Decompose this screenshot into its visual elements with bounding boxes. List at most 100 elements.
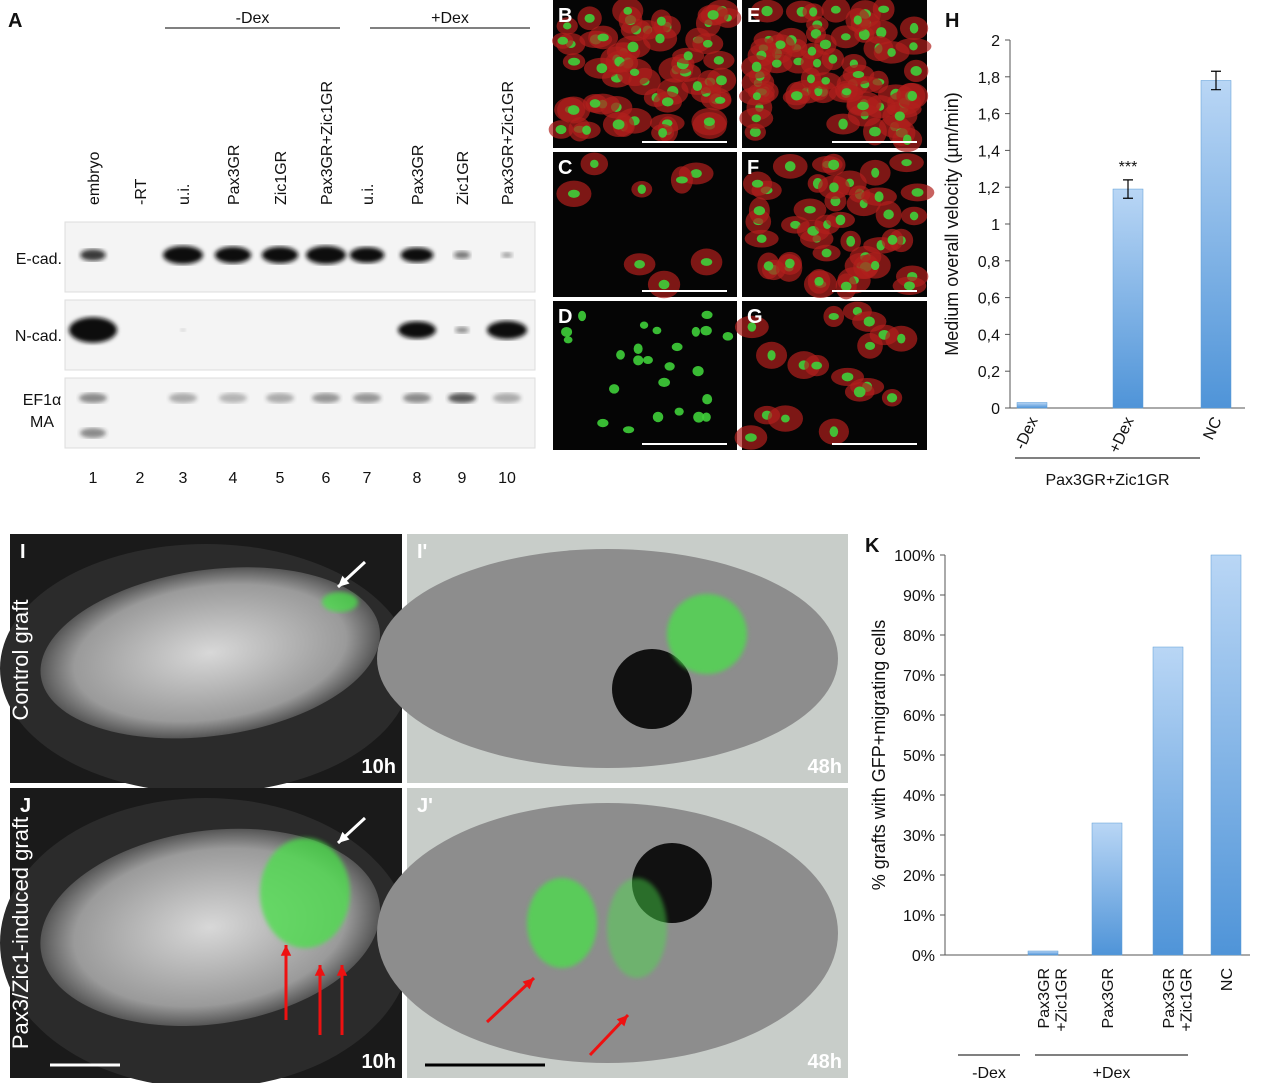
nucleus [852, 70, 865, 79]
time-label: 48h [808, 756, 842, 778]
lane-number: 7 [363, 470, 372, 487]
error-bar [1211, 70, 1221, 91]
nucleus [840, 33, 851, 41]
nucleus [693, 411, 705, 423]
nucleus [751, 114, 761, 123]
nucleus [821, 248, 832, 258]
nucleus [590, 159, 599, 168]
nucleus [767, 350, 776, 361]
nucleus [828, 54, 838, 64]
band [306, 246, 346, 264]
arrow-head [314, 965, 326, 976]
gfp-signal [607, 878, 667, 978]
arrow-head [338, 575, 350, 587]
panel-letter: C [558, 157, 572, 179]
nucleus [608, 384, 620, 394]
nucleus [790, 220, 801, 229]
row-label: MA [30, 414, 54, 431]
y-tick-label: 2 [991, 33, 1000, 50]
nucleus [703, 117, 715, 127]
gfp-signal [667, 594, 747, 674]
band [349, 247, 385, 263]
bar [1152, 646, 1184, 956]
panel-letter: D [558, 306, 572, 328]
nucleus [637, 184, 646, 195]
x-tick-label: Pax3GR+Zic1GR [1036, 968, 1071, 1032]
band [400, 247, 434, 263]
nucleus [582, 125, 592, 135]
lane-number: 8 [413, 470, 422, 487]
nucleus [858, 29, 870, 40]
gfp-signal [527, 878, 597, 968]
nucleus [561, 326, 573, 337]
nucleus [835, 214, 846, 226]
y-tick-label: 100% [894, 548, 935, 565]
micrograph: C [553, 152, 737, 299]
y-tick-label: 0 [991, 401, 1000, 418]
micrograph: F [742, 152, 935, 300]
y-tick-label: 0% [912, 948, 935, 965]
nucleus [821, 76, 831, 85]
nucleus [828, 159, 840, 171]
band [69, 317, 117, 343]
nucleus [749, 127, 761, 137]
y-tick-label: 1,2 [978, 180, 1000, 197]
error-bar [1123, 179, 1133, 199]
lane-number: 3 [179, 470, 188, 487]
row-label: Control graft [8, 599, 33, 720]
nucleus [809, 7, 818, 17]
nucleus [658, 127, 668, 138]
arrow-head [616, 1015, 628, 1027]
lane-label: u.i. [176, 184, 193, 205]
nucleus [771, 59, 782, 68]
nucleus [692, 365, 704, 377]
lane-label: embryo [86, 152, 103, 205]
band [312, 393, 340, 403]
nucleus [634, 259, 646, 269]
y-tick-label: 0,2 [978, 364, 1000, 381]
lane-number: 9 [458, 470, 467, 487]
band [266, 393, 294, 403]
nucleus [701, 310, 713, 320]
x-tick-label: NC [1200, 415, 1225, 443]
nucleus [871, 167, 880, 178]
nucleus [887, 47, 896, 57]
panel-letter: K [865, 535, 880, 557]
lane-label: Zic1GR [273, 151, 290, 205]
nucleus [790, 91, 803, 101]
bar [1091, 822, 1123, 956]
nucleus [857, 101, 869, 111]
nucleus [633, 355, 644, 366]
y-tick-label: 60% [903, 708, 935, 725]
gfp-signal [260, 838, 350, 948]
nucleus [690, 169, 702, 178]
lane-label: Pax3GR [410, 145, 427, 205]
time-label: 48h [808, 1051, 842, 1073]
nucleus [781, 414, 790, 423]
bar [1210, 554, 1242, 956]
nucleus [761, 5, 773, 17]
nucleus [819, 39, 832, 50]
micrograph: B [548, 0, 742, 148]
nucleus [878, 5, 890, 13]
nucleus [840, 281, 852, 292]
nucleus [751, 179, 764, 188]
panel-letter: H [945, 10, 959, 32]
x-tick-label: -Dex [1012, 415, 1042, 453]
nucleus [707, 10, 719, 20]
gfp-signal [322, 592, 358, 612]
panel-letter: B [558, 5, 572, 27]
nucleus [629, 68, 640, 76]
band [79, 393, 107, 403]
nucleus [853, 15, 862, 25]
nucleus [633, 343, 643, 355]
nucleus [623, 6, 633, 15]
nucleus [863, 316, 875, 327]
photo: I' 48h [377, 534, 848, 783]
y-tick-label: 1,8 [978, 70, 1000, 87]
nucleus [612, 119, 625, 130]
band [448, 393, 476, 403]
nucleus [702, 393, 713, 405]
nucleus [597, 33, 609, 42]
